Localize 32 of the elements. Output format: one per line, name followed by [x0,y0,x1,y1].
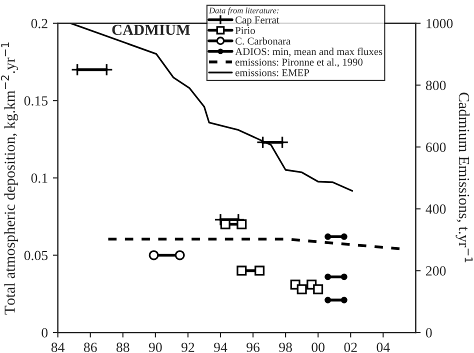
x-tick-label: 98 [279,342,292,352]
legend-label: C. Carbonara [235,37,290,45]
x-tick-label: 88 [116,342,130,352]
y2-axis-title: Cadmium Emissions, t.yr$^{−1}$ [456,92,473,262]
x-tick-label: 84 [51,342,65,352]
x-tick-label: 02 [344,342,357,352]
y2-tick-label: 400 [426,204,446,214]
x-tick-label: 86 [84,342,97,352]
y2-tick-label: 0 [426,328,432,338]
y2-tick-label: 800 [426,80,446,90]
y-tick-label: 0.2 [31,18,48,28]
legend-label: Pirio [235,27,255,34]
chart-title: CADMIUM [112,24,190,35]
y2-tick-label: 200 [426,266,446,276]
legend-title: Data from literature: [208,7,279,16]
legend-label: ADIOS: min, mean and max fluxes [235,48,382,57]
legend-label: Cap Ferrat [235,16,280,26]
x-tick-label: 00 [312,342,325,352]
y2-tick-label: 600 [426,142,446,152]
x-tick-label: 94 [214,342,228,352]
x-tick-label: 96 [246,342,260,352]
y-tick-label: 0 [42,328,48,338]
legend-label: emissions: Pironne et al., 1990 [235,58,363,68]
y-axis-title: Total atmospheric deposition, kg.km$^{−2}$.yr$^{−1}$ [0,42,18,315]
y-tick-label: 0.1 [31,173,48,183]
x-tick-label: 90 [148,342,162,352]
y-tick-label: 0.15 [24,96,48,106]
y-tick-label: 0.05 [24,250,48,260]
legend-label: emissions: EMEP [235,69,310,76]
y2-tick-label: 1000 [426,18,453,28]
x-tick-label: 92 [181,342,194,352]
x-tick-label: 04 [376,342,390,352]
